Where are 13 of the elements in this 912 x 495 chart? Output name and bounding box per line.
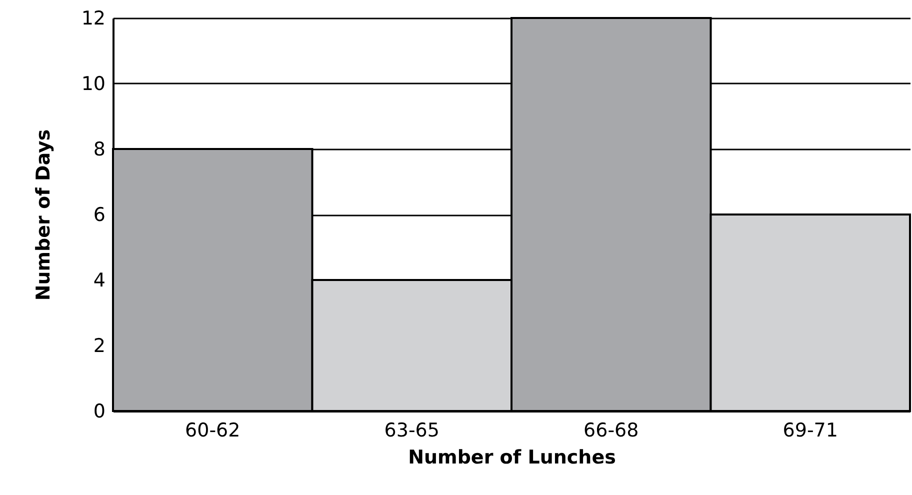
- y-axis-title: Number of Days: [32, 129, 54, 301]
- y-tick-label: 2: [93, 335, 106, 357]
- y-tick-label: 8: [93, 138, 106, 160]
- y-tick-label: 4: [93, 270, 106, 292]
- x-tick-label: 69-71: [782, 420, 838, 442]
- x-tick-label: 66-68: [584, 420, 639, 442]
- x-tick-label: 63-65: [384, 420, 440, 442]
- y-tick-label: 6: [93, 204, 106, 226]
- x-tick-label: 60-62: [185, 420, 240, 442]
- y-tick-label: 12: [81, 8, 106, 30]
- x-axis-title: Number of Lunches: [408, 446, 616, 468]
- y-tick-label: 0: [93, 400, 106, 422]
- y-tick-label: 10: [81, 73, 106, 95]
